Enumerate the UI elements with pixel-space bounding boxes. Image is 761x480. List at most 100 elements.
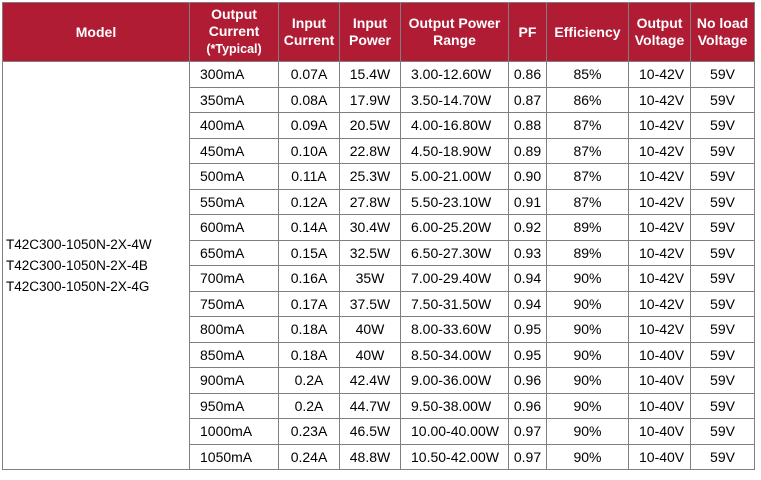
- table-row: T42C300-1050N-2X-4W T42C300-1050N-2X-4B T4…: [2, 61, 755, 470]
- cell-output-voltage: 10-42V: [628, 86, 691, 113]
- cell-pf: 0.91: [508, 188, 547, 215]
- cell-output-voltage: 10-42V: [628, 61, 691, 88]
- cell-output-power-range: 5.00-21.00W: [400, 163, 509, 190]
- cell-pf: 0.92: [508, 214, 547, 241]
- cell-input-power: 46.5W: [339, 418, 401, 445]
- cell-input-power: 25.3W: [339, 163, 401, 190]
- driver-spec-table: Model Output Current (*Typical) Input Cu…: [2, 2, 755, 470]
- cell-no-load-voltage: 59V: [690, 341, 755, 368]
- cell-output-voltage: 10-42V: [628, 265, 691, 292]
- table-row: 800mA 0.18A 40W 8.00-33.60W 0.95 90% 10-42V 59V: [3, 316, 755, 343]
- cell-output-voltage: 10-42V: [628, 316, 691, 343]
- cell-no-load-voltage: 59V: [690, 239, 755, 266]
- cell-input-current: 0.23A: [278, 418, 340, 445]
- cell-input-power: 22.8W: [339, 137, 401, 164]
- table-row: 350mA 0.08A 17.9W 3.50-14.70W 0.87 86% 10-42V 5…: [3, 86, 755, 113]
- cell-input-power: 17.9W: [339, 86, 401, 113]
- cell-pf: 0.94: [508, 265, 547, 292]
- spec-table-container: Model Output Current (*Typical) Input Cu…: [2, 2, 755, 470]
- cell-output-power-range: 9.00-36.00W: [400, 367, 509, 394]
- cell-output-voltage: 10-40V: [628, 367, 691, 394]
- cell-input-power: 48.8W: [339, 443, 401, 470]
- cell-efficiency: 90%: [546, 265, 629, 292]
- cell-efficiency: 86%: [546, 86, 629, 113]
- cell-input-current: 0.17A: [278, 290, 340, 317]
- cell-efficiency: 90%: [546, 290, 629, 317]
- cell-efficiency: 87%: [546, 137, 629, 164]
- cell-input-power: 44.7W: [339, 392, 401, 419]
- cell-output-current: 900mA: [189, 367, 279, 394]
- cell-input-current: 0.15A: [278, 239, 340, 266]
- cell-output-current: 950mA: [189, 392, 279, 419]
- cell-no-load-voltage: 59V: [690, 61, 755, 88]
- cell-no-load-voltage: 59V: [690, 392, 755, 419]
- cell-efficiency: 90%: [546, 392, 629, 419]
- cell-pf: 0.94: [508, 290, 547, 317]
- cell-input-power: 20.5W: [339, 112, 401, 139]
- cell-pf: 0.89: [508, 137, 547, 164]
- cell-input-power: 40W: [339, 341, 401, 368]
- table-row: 850mA 0.18A 40W 8.50-34.00W 0.95 90% 10-40V 59V: [3, 341, 755, 368]
- cell-no-load-voltage: 59V: [690, 316, 755, 343]
- table-row: 450mA 0.10A 22.8W 4.50-18.90W 0.89 87% 10-42V 5…: [3, 137, 755, 164]
- header-output-power-range: Output Power Range: [400, 2, 509, 62]
- cell-input-current: 0.2A: [278, 367, 340, 394]
- header-pf: PF: [508, 2, 547, 62]
- cell-no-load-voltage: 59V: [690, 265, 755, 292]
- cell-output-voltage: 10-40V: [628, 443, 691, 470]
- cell-pf: 0.88: [508, 112, 547, 139]
- cell-efficiency: 90%: [546, 316, 629, 343]
- cell-input-power: 27.8W: [339, 188, 401, 215]
- table-row: 400mA 0.09A 20.5W 4.00-16.80W 0.88 87% 10-42V 5…: [3, 112, 755, 139]
- cell-pf: 0.93: [508, 239, 547, 266]
- cell-input-current: 0.12A: [278, 188, 340, 215]
- cell-output-current: 400mA: [189, 112, 279, 139]
- cell-output-current: 300mA: [189, 61, 279, 88]
- cell-output-power-range: 6.50-27.30W: [400, 239, 509, 266]
- cell-output-voltage: 10-42V: [628, 188, 691, 215]
- cell-pf: 0.90: [508, 163, 547, 190]
- cell-no-load-voltage: 59V: [690, 188, 755, 215]
- cell-output-power-range: 10.50-42.00W: [400, 443, 509, 470]
- cell-efficiency: 90%: [546, 367, 629, 394]
- cell-output-power-range: 6.00-25.20W: [400, 214, 509, 241]
- cell-pf: 0.87: [508, 86, 547, 113]
- cell-output-current: 500mA: [189, 163, 279, 190]
- cell-pf: 0.96: [508, 367, 547, 394]
- cell-output-current: 350mA: [189, 86, 279, 113]
- cell-output-voltage: 10-42V: [628, 137, 691, 164]
- cell-input-current: 0.24A: [278, 443, 340, 470]
- model-name: T42C300-1050N-2X-4G: [6, 279, 150, 294]
- cell-pf: 0.95: [508, 316, 547, 343]
- cell-input-current: 0.07A: [278, 61, 340, 88]
- cell-pf: 0.96: [508, 392, 547, 419]
- cell-output-power-range: 8.50-34.00W: [400, 341, 509, 368]
- header-efficiency: Efficiency: [546, 2, 629, 62]
- cell-output-power-range: 10.00-40.00W: [400, 418, 509, 445]
- table-row: 600mA 0.14A 30.4W 6.00-25.20W 0.92 89% 10-42V 5…: [3, 214, 755, 241]
- cell-no-load-voltage: 59V: [690, 137, 755, 164]
- cell-output-voltage: 10-42V: [628, 239, 691, 266]
- cell-input-current: 0.11A: [278, 163, 340, 190]
- cell-output-power-range: 3.50-14.70W: [400, 86, 509, 113]
- cell-output-voltage: 10-42V: [628, 112, 691, 139]
- header-input-power: Input Power: [339, 2, 401, 62]
- table-row: 500mA 0.11A 25.3W 5.00-21.00W 0.90 87% 10-42V 5…: [3, 163, 755, 190]
- cell-output-current: 600mA: [189, 214, 279, 241]
- cell-input-current: 0.09A: [278, 112, 340, 139]
- cell-output-current: 450mA: [189, 137, 279, 164]
- cell-efficiency: 87%: [546, 163, 629, 190]
- cell-no-load-voltage: 59V: [690, 418, 755, 445]
- cell-model: T42C300-1050N-2X-4W T42C300-1050N-2X-4B T4…: [2, 61, 190, 470]
- cell-output-current: 1000mA: [189, 418, 279, 445]
- cell-output-power-range: 4.00-16.80W: [400, 112, 509, 139]
- cell-input-power: 32.5W: [339, 239, 401, 266]
- cell-input-power: 42.4W: [339, 367, 401, 394]
- header-no-load-voltage: No load Voltage: [690, 2, 755, 62]
- table-row: 650mA 0.15A 32.5W 6.50-27.30W 0.93 89% 10-42V 5…: [3, 239, 755, 266]
- cell-input-current: 0.2A: [278, 392, 340, 419]
- cell-input-power: 35W: [339, 265, 401, 292]
- cell-pf: 0.86: [508, 61, 547, 88]
- table-row: 700mA 0.16A 35W 7.00-29.40W 0.94 90% 10-42V 59V: [3, 265, 755, 292]
- table-row: 1000mA 0.23A 46.5W 10.00-40.00W 0.97 90% 10-40…: [3, 418, 755, 445]
